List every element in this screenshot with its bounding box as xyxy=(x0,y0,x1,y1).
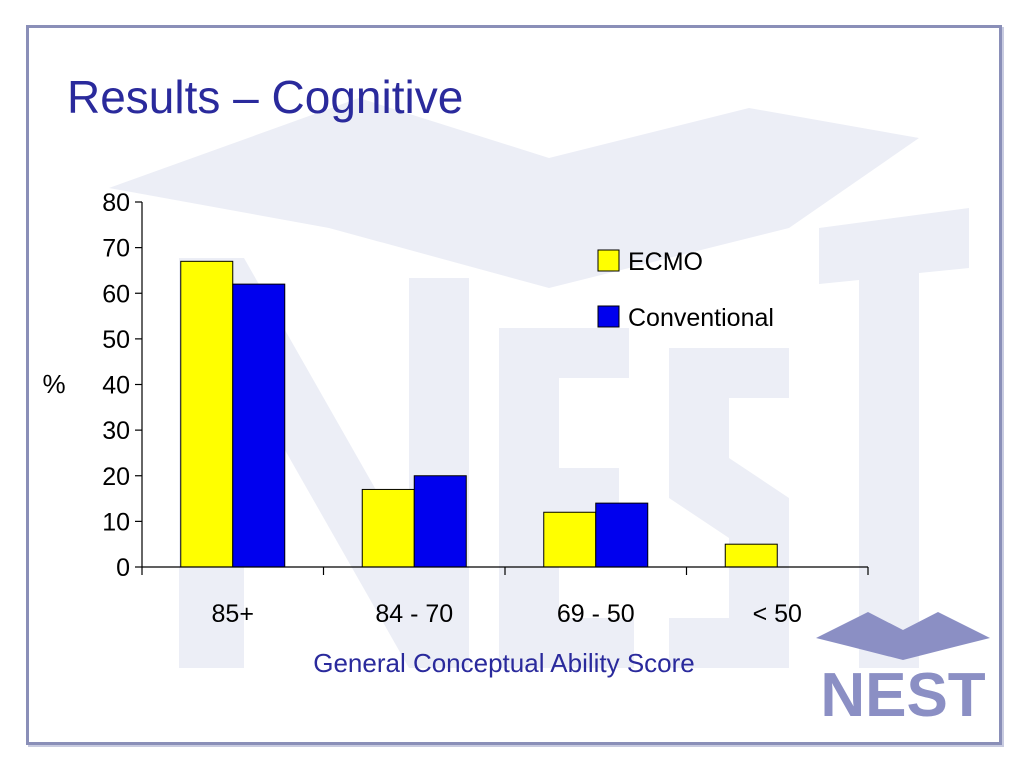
chart-legend: ECMO Conventional xyxy=(597,248,774,332)
y-tick-label: 50 xyxy=(102,326,130,354)
x-axis-ticks: 85+ 84 - 70 69 - 50 < 50 xyxy=(141,567,869,628)
bar-ecmo xyxy=(543,511,597,568)
bar-conventional xyxy=(232,283,286,568)
legend-swatch-conventional xyxy=(597,305,620,328)
bar-conventional xyxy=(413,475,467,568)
y-tick-label: 0 xyxy=(116,554,130,582)
legend-swatch-ecmo xyxy=(597,249,620,272)
nest-logo-text: NEST xyxy=(820,661,985,728)
y-tick-label: 10 xyxy=(102,508,130,536)
y-tick-label: 40 xyxy=(102,372,130,400)
slide-title: Results – Cognitive xyxy=(67,71,464,123)
legend-label: ECMO xyxy=(628,248,703,276)
x-tick-label: 84 - 70 xyxy=(375,600,453,628)
slide-frame: Results – Cognitive xyxy=(26,25,1002,745)
y-tick-label: 70 xyxy=(102,235,130,263)
x-axis-label: General Conceptual Ability Score xyxy=(313,648,695,678)
bar-conventional xyxy=(595,502,649,568)
nest-logo: NEST xyxy=(816,612,990,728)
chart-bars xyxy=(180,260,778,568)
y-axis-ticks: 0 10 20 30 40 50 60 70 80 xyxy=(102,189,142,582)
y-axis-label: % xyxy=(42,369,65,399)
y-tick-label: 60 xyxy=(102,280,130,308)
bar-ecmo xyxy=(361,488,415,568)
x-tick-label: 85+ xyxy=(212,600,254,628)
y-tick-label: 30 xyxy=(102,417,130,445)
x-tick-label: < 50 xyxy=(753,600,802,628)
bar-ecmo xyxy=(180,260,234,568)
legend-label: Conventional xyxy=(628,304,774,332)
y-tick-label: 20 xyxy=(102,463,130,491)
bar-ecmo xyxy=(724,543,778,568)
x-tick-label: 69 - 50 xyxy=(557,600,635,628)
y-tick-label: 80 xyxy=(102,189,130,217)
